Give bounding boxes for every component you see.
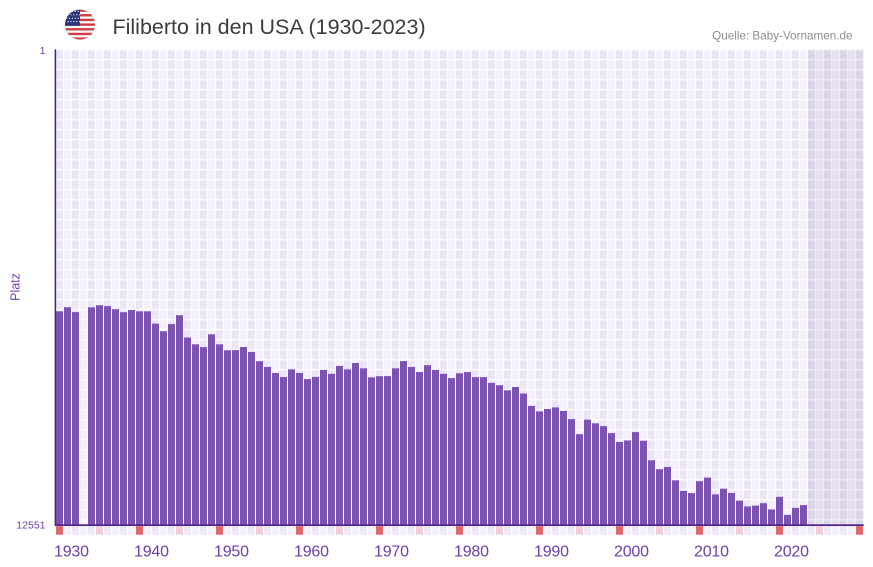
svg-text:1950: 1950 [214,543,249,560]
svg-text:1960: 1960 [294,543,329,560]
svg-text:1970: 1970 [374,543,409,560]
svg-text:1980: 1980 [454,543,489,560]
svg-text:1940: 1940 [134,543,169,560]
svg-text:12551: 12551 [16,520,45,532]
svg-text:1930: 1930 [54,543,89,560]
svg-text:2020: 2020 [774,543,809,560]
svg-text:1: 1 [40,45,46,57]
svg-text:Filiberto in den USA (1930-202: Filiberto in den USA (1930-2023) [113,15,426,39]
svg-text:Platz: Platz [8,273,22,301]
svg-text:2000: 2000 [614,543,649,560]
svg-text:2010: 2010 [694,543,729,560]
svg-text:1990: 1990 [534,543,569,560]
svg-text:Quelle: Baby-Vornamen.de: Quelle: Baby-Vornamen.de [712,29,852,42]
